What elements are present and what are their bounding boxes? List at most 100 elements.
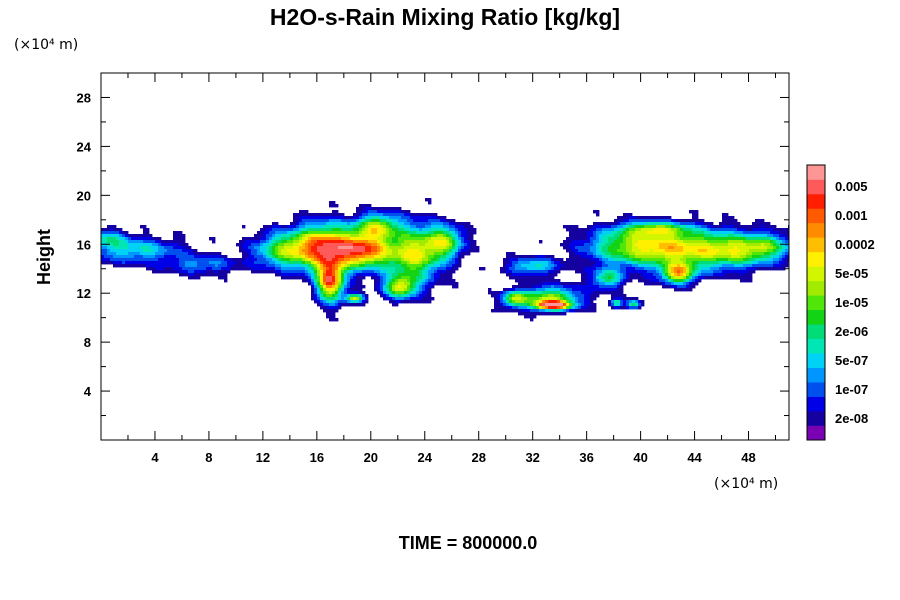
field-cell	[770, 228, 774, 232]
field-cell	[713, 270, 717, 274]
field-cell	[644, 243, 648, 247]
field-cell	[320, 273, 324, 277]
field-cell	[641, 231, 645, 235]
field-cell	[716, 249, 720, 253]
field-cell	[593, 222, 597, 226]
field-cell	[389, 222, 393, 226]
field-cell	[428, 255, 432, 259]
field-cell	[347, 255, 351, 259]
field-cell	[755, 231, 759, 235]
colorbar-label: 2e-08	[835, 411, 868, 426]
field-cell	[683, 282, 687, 286]
field-cell	[425, 237, 429, 241]
field-cell	[668, 285, 672, 289]
field-cell	[545, 261, 549, 265]
field-cell	[350, 246, 354, 250]
field-cell	[641, 228, 645, 232]
field-cell	[758, 261, 762, 265]
field-cell	[743, 243, 747, 247]
field-cell	[389, 291, 393, 295]
field-cell	[617, 258, 621, 262]
field-cell	[407, 225, 411, 229]
field-cell	[548, 285, 552, 289]
field-cell	[341, 297, 345, 301]
field-cell	[554, 279, 558, 283]
field-cell	[173, 267, 177, 271]
field-cell	[704, 243, 708, 247]
field-cell	[701, 246, 705, 250]
field-cell	[416, 243, 420, 247]
field-cell	[503, 294, 507, 298]
field-cell	[431, 213, 435, 217]
field-cell	[440, 243, 444, 247]
field-cell	[419, 294, 423, 298]
field-cell	[566, 237, 570, 241]
field-cell	[350, 228, 354, 232]
field-cell	[176, 249, 180, 253]
field-cell	[650, 276, 654, 280]
field-cell	[398, 279, 402, 283]
field-cell	[467, 252, 471, 256]
field-cell	[512, 300, 516, 304]
field-cell	[284, 237, 288, 241]
field-cell	[272, 234, 276, 238]
field-cell	[404, 294, 408, 298]
field-cell	[179, 270, 183, 274]
field-cell	[251, 237, 255, 241]
field-cell	[398, 288, 402, 292]
field-cell	[407, 234, 411, 238]
field-cell	[296, 222, 300, 226]
field-cell	[314, 282, 318, 286]
field-cell	[164, 267, 168, 271]
field-cell	[749, 252, 753, 256]
field-cell	[341, 231, 345, 235]
field-cell	[452, 228, 456, 232]
field-cell	[746, 240, 750, 244]
field-cell	[356, 300, 360, 304]
field-cell	[641, 240, 645, 244]
field-cell	[422, 243, 426, 247]
field-cell	[383, 243, 387, 247]
y-tick-label: 24	[77, 139, 92, 154]
field-cell	[338, 276, 342, 280]
field-cell	[533, 264, 537, 268]
field-cell	[326, 231, 330, 235]
field-cell	[536, 312, 540, 316]
field-cell	[746, 276, 750, 280]
field-cell	[350, 252, 354, 256]
field-cell	[371, 276, 375, 280]
field-cell	[557, 261, 561, 265]
field-cell	[191, 255, 195, 259]
field-cell	[410, 273, 414, 277]
field-cell	[314, 237, 318, 241]
field-cell	[506, 288, 510, 292]
field-cell	[668, 279, 672, 283]
field-cell	[605, 264, 609, 268]
field-cell	[242, 258, 246, 262]
field-cell	[374, 264, 378, 268]
field-cell	[332, 279, 336, 283]
field-cell	[725, 273, 729, 277]
field-cell	[404, 276, 408, 280]
field-cell	[314, 258, 318, 262]
field-cell	[785, 234, 789, 238]
field-cell	[659, 243, 663, 247]
field-cell	[251, 270, 255, 274]
field-cell	[386, 228, 390, 232]
field-cell	[305, 249, 309, 253]
field-cell	[587, 306, 591, 310]
field-cell	[641, 255, 645, 259]
field-cell	[563, 243, 567, 247]
field-cell	[305, 219, 309, 223]
field-cell	[689, 228, 693, 232]
field-cell	[491, 309, 495, 313]
field-cell	[752, 231, 756, 235]
field-cell	[305, 213, 309, 217]
field-cell	[578, 237, 582, 241]
field-cell	[425, 264, 429, 268]
field-cell	[755, 246, 759, 250]
field-cell	[575, 261, 579, 265]
field-cell	[260, 231, 264, 235]
field-cell	[590, 267, 594, 271]
field-cell	[677, 246, 681, 250]
